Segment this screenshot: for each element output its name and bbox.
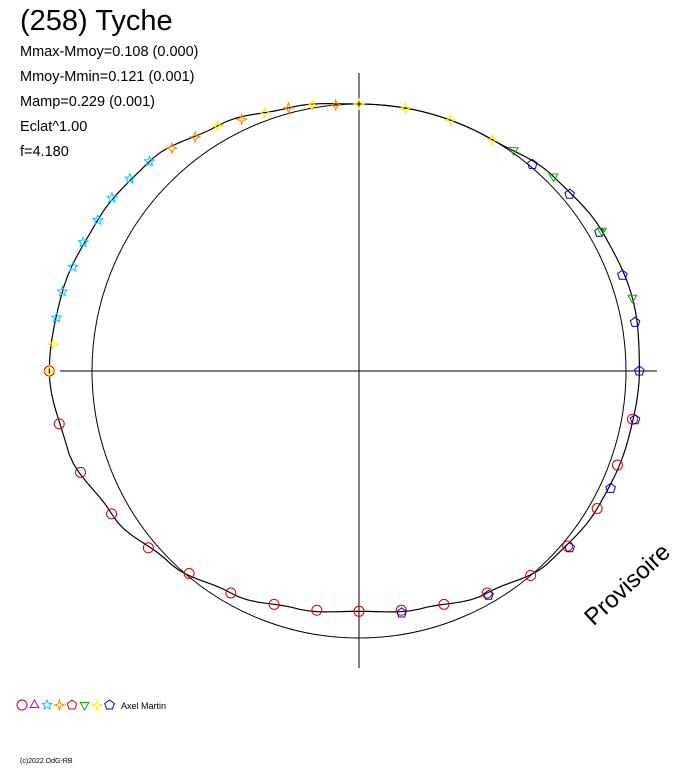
data-point-star-5-4 xyxy=(77,236,90,248)
data-point-pentagon-1-9 xyxy=(605,482,616,493)
data-point-star-5-2 xyxy=(105,191,118,204)
data-point-pentagon-1-5 xyxy=(527,158,538,169)
data-point-star4-3-8 xyxy=(46,337,60,351)
data-point-star4-3-3 xyxy=(352,97,366,111)
data-point-circle-0-2 xyxy=(75,466,87,478)
data-point-star4-3-2 xyxy=(398,101,413,115)
data-point-circle-0-11 xyxy=(438,598,450,610)
data-point-pentagon-1-4 xyxy=(564,188,575,199)
copyright: (c)2022 OdG-RB xyxy=(20,758,73,765)
data-point-triangle-down-2-3 xyxy=(508,147,519,157)
data-point-star4-4-2 xyxy=(234,112,249,126)
data-point-pentagon-1-6 xyxy=(396,607,407,618)
data-point-triangle-down-2-1 xyxy=(596,227,607,237)
data-point-star-5-3 xyxy=(91,213,104,226)
data-point-circle-0-5 xyxy=(183,567,195,579)
data-point-circle-0-17 xyxy=(626,413,638,425)
stat-mmax-mmoy: Mmax-Mmoy=0.108 (0.000) xyxy=(20,44,199,60)
data-point-circle-0-13 xyxy=(525,570,537,582)
data-point-pentagon-1-1 xyxy=(629,316,641,327)
data-point-star4-3-7 xyxy=(42,364,56,378)
legend-marker-star-2 xyxy=(40,698,54,711)
data-point-circle-0-3 xyxy=(106,508,118,520)
data-point-circle-0-15 xyxy=(591,503,603,515)
data-point-star4-4-0 xyxy=(329,98,343,112)
chart-title: (258) Tyche xyxy=(20,5,173,37)
data-point-pentagon-1-0 xyxy=(634,365,645,376)
data-point-circle-0-10 xyxy=(395,604,407,616)
data-point-pentagon-1-7 xyxy=(483,589,494,600)
data-point-circle-0-4 xyxy=(142,542,154,554)
data-point-star4-3-1 xyxy=(443,113,457,127)
data-point-pentagon-1-3 xyxy=(594,226,605,237)
data-point-star4-3-0 xyxy=(485,133,500,147)
data-point-star4-3-5 xyxy=(258,106,272,120)
legend-marker-pentagon-7 xyxy=(104,699,115,710)
data-point-triangle-down-2-2 xyxy=(548,173,559,183)
data-point-star4-4-3 xyxy=(188,130,202,144)
data-point-star4-4-1 xyxy=(281,101,296,115)
data-point-circle-0-6 xyxy=(225,587,237,599)
data-point-triangle-down-2-0 xyxy=(627,294,638,304)
data-point-pentagon-1-10 xyxy=(629,414,641,425)
legend-author: Axel Martin xyxy=(121,701,167,711)
data-points xyxy=(42,97,645,618)
data-point-circle-0-16 xyxy=(611,459,623,471)
data-point-star4-3-4 xyxy=(305,98,319,112)
legend-marker-triangle-1 xyxy=(29,698,40,708)
legend-marker-pentagon-4 xyxy=(66,699,78,710)
data-point-star-5-5 xyxy=(66,260,79,272)
legend-marker-circle-0 xyxy=(16,699,28,711)
data-point-pentagon-1-8 xyxy=(564,542,575,553)
data-point-star-5-7 xyxy=(50,311,63,323)
stat-frequency: f=4.180 xyxy=(20,144,69,160)
stat-mmoy-mmin: Mmoy-Mmin=0.121 (0.001) xyxy=(20,69,195,85)
fit-curve xyxy=(48,102,640,613)
stat-eclat: Eclat^1.00 xyxy=(20,119,88,135)
legend-marker-star4-3 xyxy=(52,698,67,712)
data-point-circle-0-14 xyxy=(562,540,574,552)
data-point-pentagon-1-2 xyxy=(617,269,628,280)
data-point-star4-3-6 xyxy=(210,119,225,133)
data-point-circle-0-7 xyxy=(268,598,280,610)
data-point-star-5-1 xyxy=(123,172,136,184)
legend-markers xyxy=(16,698,115,712)
data-point-star-5-6 xyxy=(56,285,69,297)
stat-mamp: Mamp=0.229 (0.001) xyxy=(20,94,156,110)
legend-marker-star4-6 xyxy=(90,698,104,712)
data-point-circle-0-8 xyxy=(311,604,323,616)
data-point-circle-0-9 xyxy=(353,605,365,617)
data-point-star-5-0 xyxy=(143,155,156,167)
legend-marker-triangle-down-5 xyxy=(79,702,90,712)
data-point-star4-4-4 xyxy=(165,141,179,155)
data-point-circle-0-1 xyxy=(53,418,65,430)
